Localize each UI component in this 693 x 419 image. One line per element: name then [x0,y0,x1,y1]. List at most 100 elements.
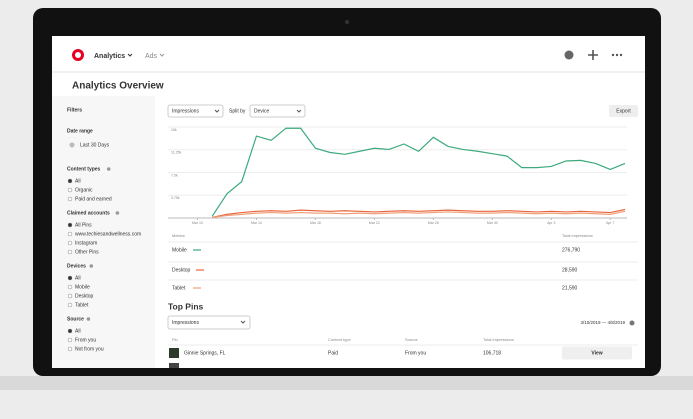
pins-column-header: Content type [328,337,351,342]
filter-option[interactable]: All [75,328,81,334]
filter-group-label: Claimed accounts [67,210,110,216]
metric-total: 28,590 [562,267,578,273]
help-icon [106,167,111,171]
filter-option[interactable]: Other Pins [75,249,99,255]
metric-name: Tablet [172,285,186,291]
pin-cell: Paid [328,350,338,356]
help-icon [86,317,91,321]
radio[interactable] [67,337,73,343]
metric-dropdown-text[interactable]: Impressions [172,108,199,114]
help-icon [89,264,94,268]
radio[interactable] [67,249,73,255]
metric-total: 276,790 [562,247,580,253]
filter-option[interactable]: Paid and earned [75,196,112,202]
series-line [212,208,626,218]
x-tick-label: Mar 26 [428,221,439,225]
chevron [159,53,165,57]
filter-option[interactable]: All [75,275,81,281]
radio[interactable] [67,231,73,237]
info-icon[interactable] [629,320,635,326]
pins-column-header: Pin [172,337,178,342]
split-label: Split by [229,108,246,114]
next-pin-thumbnail [169,363,179,368]
y-tick-label: 15k [171,128,177,132]
calendar-icon [69,142,75,148]
filter-option[interactable]: Tablet [75,302,89,308]
radio[interactable] [67,275,73,281]
filter-option[interactable]: Instagram [75,240,97,246]
metrics-header: Metrics [172,233,185,238]
export-button[interactable] [609,105,638,117]
filter-option[interactable]: Organic [75,187,93,193]
radio[interactable] [67,284,73,290]
filter-option[interactable]: From you [75,337,96,343]
pins-column-header: Source [405,337,418,342]
pins-column-header: Total impressions [483,337,514,342]
filter-option[interactable]: www.techiesandwellness.com [75,231,141,237]
pin-cell: 106,718 [483,350,501,356]
pin-cell[interactable]: Ginnie Springs, FL [184,350,226,356]
help-icon [115,211,120,215]
top-pins-dropdown[interactable] [167,315,251,330]
page-title: Analytics Overview [72,81,164,92]
radio[interactable] [67,222,73,228]
filter-group-label: Source [67,316,84,322]
radio[interactable] [67,293,73,299]
filter-option[interactable]: Not from you [75,346,104,352]
split-dropdown-text[interactable]: Device [254,108,270,114]
nav-ads[interactable]: Ads [145,53,158,60]
laptop-base [0,376,693,390]
nav-analytics[interactable]: Analytics [94,53,125,60]
chevron [127,53,133,57]
radio[interactable] [67,240,73,246]
x-tick-label: Mar 10 [192,221,203,225]
filter-group-label: Content types [67,166,101,172]
x-tick-label: Mar 22 [369,221,380,225]
logo-inner [75,52,81,58]
radio[interactable] [67,196,73,202]
chevron [296,109,302,113]
radio[interactable] [67,346,73,352]
filter-option[interactable]: All [75,178,81,184]
metrics-header: Total impressions [562,233,593,238]
series-line [212,210,626,218]
more-icon[interactable] [611,53,623,57]
y-tick-label: 7.5k [171,173,178,177]
pin-cell: From you [405,350,426,356]
chevron [240,320,246,324]
view-button-text[interactable]: View [591,350,602,356]
metric-name: Desktop [172,267,191,273]
top-pins-date-range[interactable]: 3/10/2019 — 4/8/2019 [580,320,625,325]
filter-option[interactable]: Mobile [75,284,90,290]
x-tick-label: Mar 14 [251,221,262,225]
top-pins-title: Top Pins [168,301,204,311]
radio[interactable] [67,328,73,334]
x-tick-label: Mar 30 [487,221,498,225]
metric-dropdown[interactable] [167,104,224,118]
view-button[interactable] [562,346,632,360]
chevron [214,109,220,113]
y-tick-label: 3.75k [171,196,180,200]
filter-option[interactable]: Desktop [75,293,94,299]
y-tick-label: 11.25k [171,151,181,155]
filters-title: Filters [67,107,82,113]
date-range-label: Date range [67,128,93,134]
x-tick-label: Apr 3 [547,221,555,225]
pin-thumbnail[interactable] [169,348,179,358]
create-icon[interactable] [588,50,598,60]
radio[interactable] [67,302,73,308]
split-dropdown[interactable] [249,104,306,118]
filter-group-label: Devices [67,263,86,269]
export-text[interactable]: Export [616,108,631,114]
x-tick-label: Mar 18 [310,221,321,225]
messages-icon[interactable] [564,50,574,60]
camera [345,20,349,24]
filter-option[interactable]: All Pins [75,222,92,228]
date-range-value[interactable]: Last 30 Days [80,142,110,148]
radio[interactable] [67,178,73,184]
radio[interactable] [67,187,73,193]
metric-total: 21,590 [562,285,578,291]
top-pins-dropdown-text[interactable]: Impressions [172,320,199,326]
